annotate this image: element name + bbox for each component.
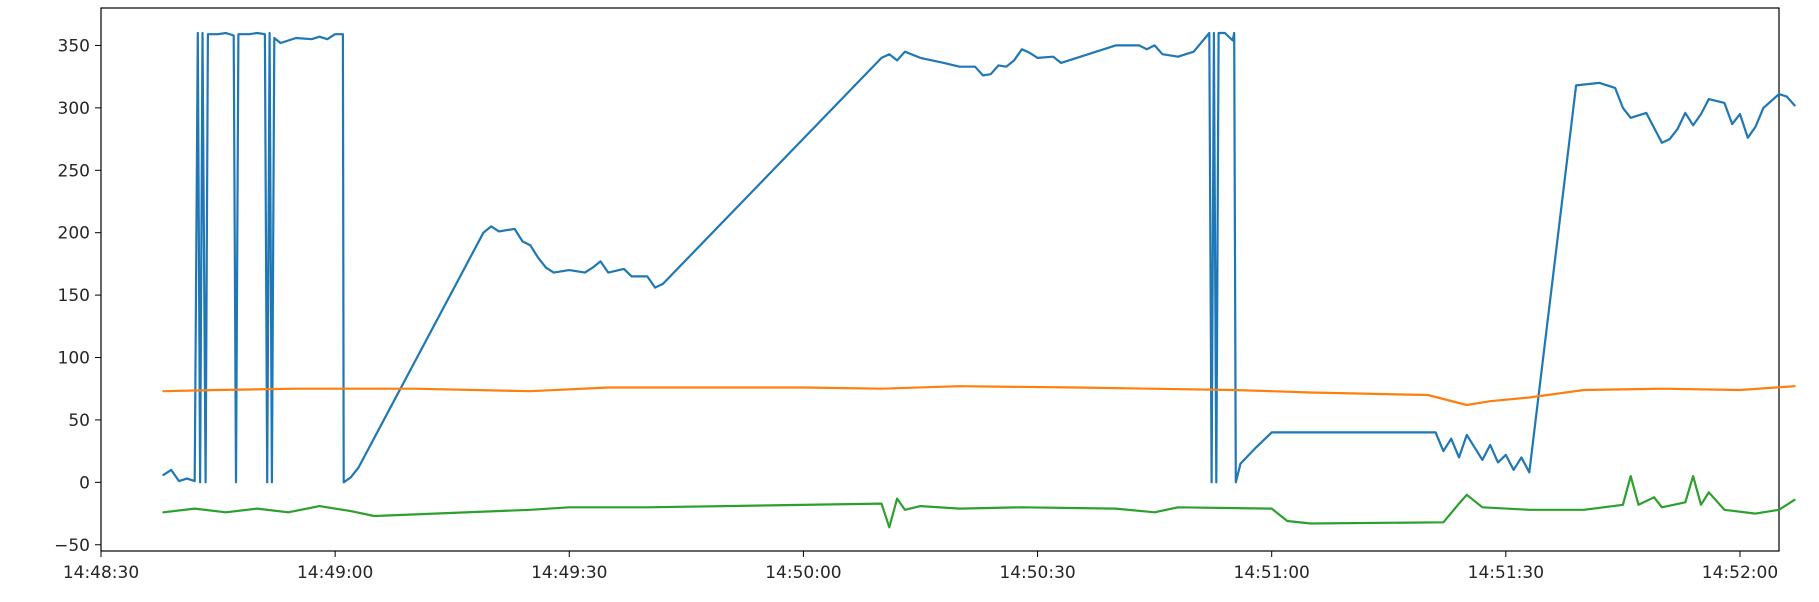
x-tick-label: 14:50:00 [765, 563, 841, 583]
series-line-1 [162, 31, 1796, 484]
x-tick-label: 14:52:00 [1702, 563, 1778, 583]
y-tick-label: 100 [58, 349, 90, 369]
y-tick-label: 150 [58, 286, 90, 306]
x-axis: 14:48:30 14:49:00 14:49:30 14:50:00 14:50:30… [63, 551, 1778, 583]
y-tick-label: 350 [58, 36, 90, 56]
x-tick-label: 14:49:30 [531, 563, 607, 583]
y-tick-label: 0 [79, 473, 90, 493]
series-line-3 [162, 475, 1796, 529]
y-tick-label: 50 [68, 411, 90, 431]
x-tick-label: 14:49:00 [297, 563, 373, 583]
x-tick-label: 14:48:30 [63, 563, 139, 583]
x-tick-label: 14:50:30 [999, 563, 1075, 583]
x-tick-label: 14:51:00 [1234, 563, 1310, 583]
y-axis: 350 300 250 200 150 100 50 0 −50 [54, 36, 101, 556]
y-tick-label: 300 [58, 99, 90, 119]
series-layer [162, 31, 1796, 529]
y-tick-label: −50 [54, 536, 90, 556]
y-tick-label: 200 [58, 224, 90, 244]
x-tick-label: 14:51:30 [1468, 563, 1544, 583]
plot-area-frame [100, 7, 1780, 552]
y-tick-label: 250 [58, 161, 90, 181]
series-line-2 [162, 385, 1796, 407]
